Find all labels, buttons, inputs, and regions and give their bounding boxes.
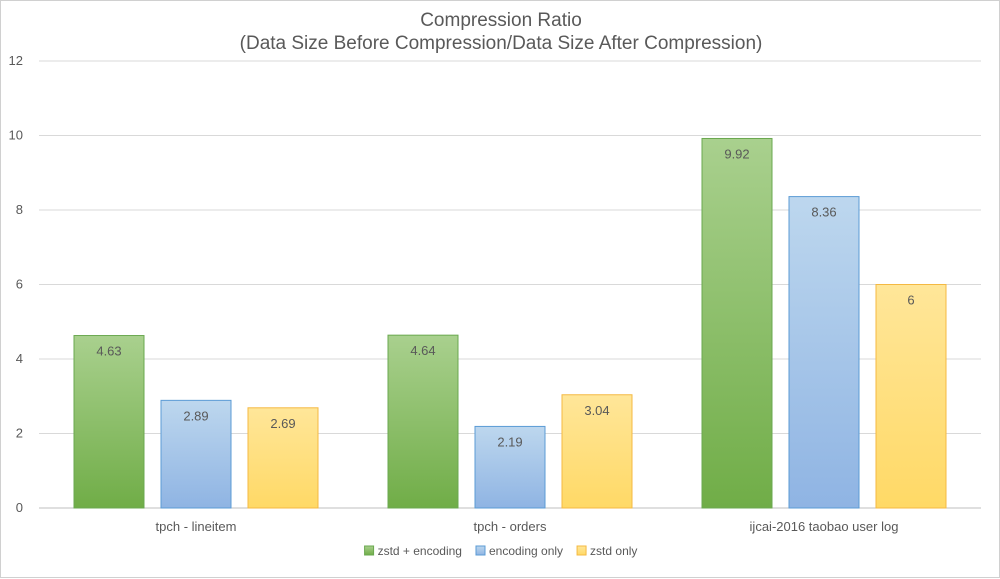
legend-label: zstd + encoding [378, 544, 462, 558]
legend-item: encoding only [475, 544, 563, 558]
y-tick-label: 12 [9, 53, 23, 68]
bar-value-label: 4.64 [410, 343, 435, 358]
bar [387, 334, 459, 509]
y-tick-label: 6 [16, 277, 23, 292]
bar [73, 335, 145, 509]
bar [247, 407, 319, 509]
bar [788, 196, 860, 509]
legend-item: zstd + encoding [364, 544, 462, 558]
bar-value-label: 3.04 [584, 403, 609, 418]
chart-title: Compression Ratio [420, 10, 582, 31]
bar-value-label: 9.92 [724, 146, 749, 161]
bar-value-label: 2.19 [497, 434, 522, 449]
x-axis-categories: tpch - lineitem tpch - orders ijcai-2016 t… [156, 519, 899, 534]
legend-swatch [475, 545, 486, 556]
bar-value-label: 6 [907, 293, 914, 308]
legend-label: encoding only [489, 544, 563, 558]
bar [474, 425, 546, 509]
bar-value-label: 4.63 [96, 344, 121, 359]
legend: zstd + encoding encoding only zstd only [364, 544, 637, 558]
bar-value-label: 2.89 [183, 408, 208, 423]
y-tick-label: 0 [16, 500, 23, 515]
y-tick-label: 4 [16, 351, 23, 366]
legend-item: zstd only [576, 544, 637, 558]
bar-value-label: 8.36 [811, 205, 836, 220]
x-category-label: ijcai-2016 taobao user log [750, 519, 899, 534]
legend-swatch [576, 545, 587, 556]
legend-swatch [364, 545, 375, 556]
bar [875, 284, 947, 509]
y-tick-label: 2 [16, 426, 23, 441]
chart-subtitle: (Data Size Before Compression/Data Size … [240, 33, 763, 54]
bar [561, 394, 633, 509]
y-tick-label: 8 [16, 202, 23, 217]
x-category-label: tpch - orders [474, 519, 547, 534]
bar [160, 399, 232, 509]
y-axis-ticks: 0 2 4 6 8 10 12 [9, 53, 23, 515]
x-category-label: tpch - lineitem [156, 519, 237, 534]
bars: 4.63 2.89 2.69 4.64 2.19 3.04 9.92 8.36 6 [73, 137, 947, 509]
bar-value-label: 2.69 [270, 416, 295, 431]
y-tick-label: 10 [9, 128, 23, 143]
bar [701, 137, 773, 509]
legend-label: zstd only [590, 544, 637, 558]
